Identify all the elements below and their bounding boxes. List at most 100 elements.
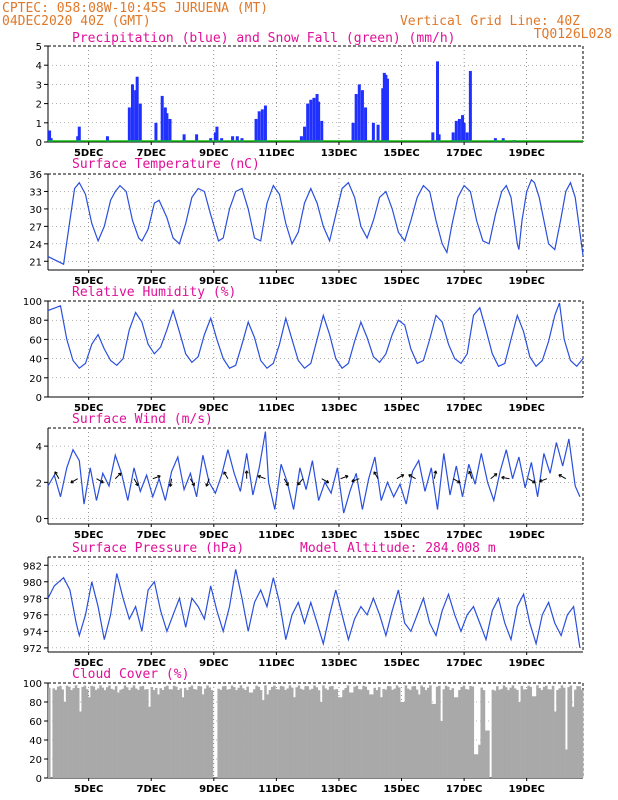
cloud-bar (92, 686, 96, 778)
cloud-bar (360, 689, 363, 778)
wind-arrow (283, 478, 289, 486)
cloud-bar (179, 688, 183, 778)
x-tick-label: 5DEC (74, 784, 103, 795)
cloud-bar (424, 690, 428, 778)
precip-bar (163, 107, 167, 142)
x-tick-label: 9DEC (199, 276, 228, 287)
precip-bar (257, 111, 261, 142)
cloud-bar (547, 689, 550, 778)
x-tick-label: 13DEC (321, 403, 357, 414)
wind-arrow (133, 478, 139, 486)
cloud-bar (132, 685, 136, 778)
y-tick-label: 100 (23, 297, 42, 308)
cloud-bar (369, 694, 372, 778)
cloud-bar (130, 687, 134, 778)
cloud-bar (262, 700, 265, 778)
cloud-bar (317, 690, 321, 778)
cloud-bar (302, 689, 305, 778)
cloud-bar (54, 689, 58, 778)
wind-arrow (373, 471, 379, 479)
cloud-bar (429, 685, 432, 778)
wind-arrow (205, 478, 210, 487)
precip-bar (306, 103, 310, 142)
cloud-bar (255, 685, 258, 778)
cloud-bar (518, 702, 521, 778)
cloud-bar (290, 687, 294, 778)
cloud-bar (420, 685, 423, 778)
cloud-bar (97, 688, 100, 778)
y-tick-label: 0 (36, 774, 42, 785)
cloud-bar (409, 689, 412, 778)
cloud-bar (81, 686, 84, 778)
cloud-bar (444, 685, 448, 778)
cloud-bar (467, 689, 470, 778)
precip-bar (138, 103, 142, 142)
cloud-bar (204, 688, 207, 778)
header-grid-note: Vertical Grid Line: 40Z (400, 14, 580, 29)
cloud-bar (502, 685, 506, 778)
cloud-bar (63, 702, 67, 778)
x-tick-label: 19DEC (508, 276, 544, 287)
cloud-bar (253, 689, 256, 778)
cloud-bar (206, 685, 209, 778)
wind-arrow (501, 476, 510, 480)
x-tick-label: 15DEC (383, 148, 419, 159)
x-tick-label: 15DEC (383, 403, 419, 414)
cloud-bar (522, 689, 526, 778)
cloud-bar (264, 685, 267, 778)
cloud-bar (377, 687, 381, 778)
wind-arrow (54, 471, 60, 479)
cloud-bar (319, 702, 323, 778)
cloud-bar (458, 690, 461, 778)
cloud-bar (313, 685, 316, 778)
cloud-bar (435, 686, 439, 778)
cloud-bar (183, 687, 187, 778)
x-tick-label: 7DEC (137, 403, 166, 414)
cloud-bar (201, 694, 205, 778)
cloud-bar (413, 686, 417, 778)
precip-bar (303, 126, 307, 142)
wind-arrow-head (191, 483, 195, 487)
y-tick-label: 5 (36, 42, 42, 53)
cloud-bar (230, 685, 234, 778)
series-line (47, 431, 581, 514)
cloud-bar (210, 690, 214, 778)
cloud-bar (560, 685, 564, 778)
y-tick-label: 20 (29, 755, 42, 766)
cloud-bar (402, 702, 405, 778)
cloud-bar (186, 690, 189, 778)
wind-arrow-head (495, 473, 498, 477)
wind-arrow-head (135, 483, 139, 487)
precip-bar (309, 99, 313, 142)
x-tick-label: 7DEC (137, 784, 166, 795)
cloud-bar (538, 688, 541, 778)
cloud-bar (275, 689, 278, 778)
wind-arrow (558, 474, 567, 480)
cloud-bar (533, 696, 537, 778)
panel-5: 972 974 976 978 980 982 5DEC 7DEC 9DEC 11DEC 13DEC… (23, 541, 584, 669)
x-tick-label: 7DEC (137, 276, 166, 287)
cloud-bar (484, 730, 488, 778)
x-tick-label: 11DEC (258, 276, 294, 287)
x-tick-label: 17DEC (446, 784, 482, 795)
wind-arrow-head (345, 475, 349, 479)
precip-bar (436, 61, 440, 142)
cloud-bar (520, 685, 524, 778)
cloud-bar (415, 689, 419, 778)
header-datetime: 04DEC2020 40Z (GMT) (2, 14, 151, 29)
wind-arrow (490, 473, 498, 480)
cloud-bar (170, 689, 174, 778)
cloud-bar (83, 685, 87, 778)
x-tick-label: 17DEC (446, 530, 482, 541)
panel-title: Surface Wind (m/s) (72, 412, 213, 427)
panel-title: Surface Pressure (hPa) (72, 541, 244, 556)
cloud-bar (426, 687, 430, 778)
y-tick-label: 0 (36, 138, 42, 149)
cloud-bar (529, 686, 533, 778)
wind-arrow-head (54, 471, 58, 474)
x-tick-label: 19DEC (508, 530, 544, 541)
cloud-bar (364, 686, 368, 778)
y-tick-label: 976 (23, 611, 42, 622)
cloud-bar (233, 687, 236, 778)
cloud-bar (449, 690, 452, 778)
